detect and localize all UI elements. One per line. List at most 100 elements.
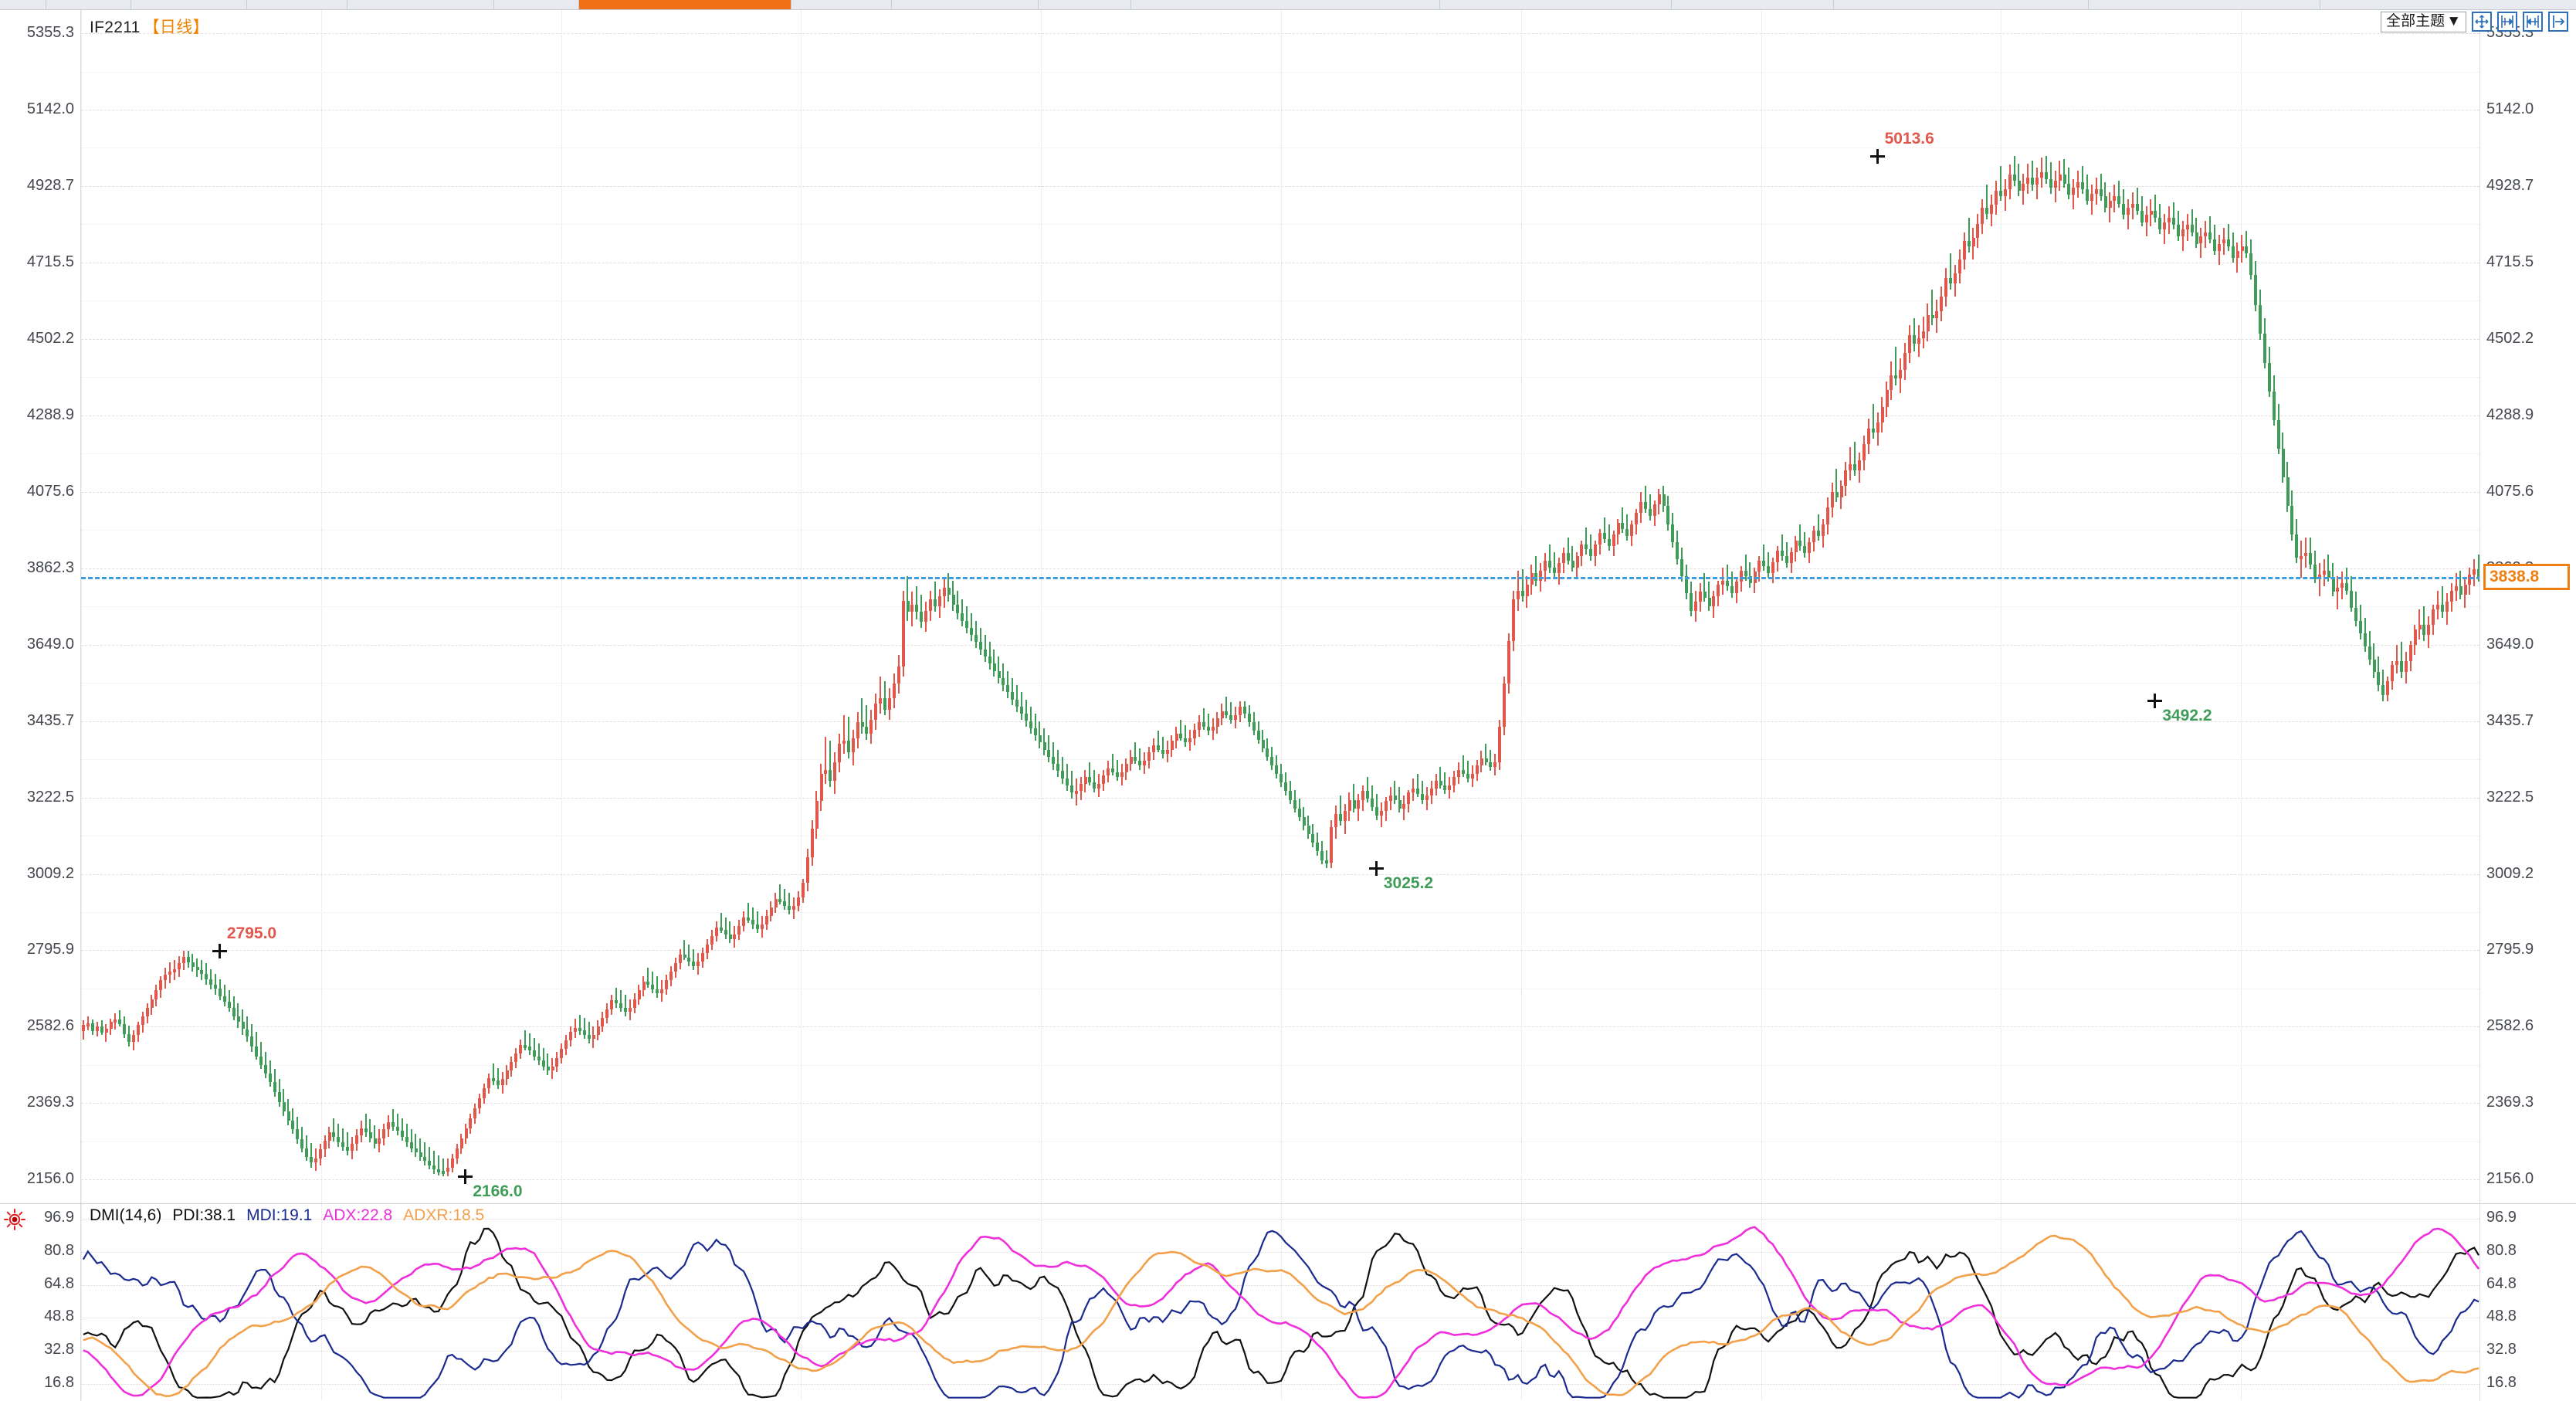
candle-wick [842, 715, 845, 755]
candle-body [1849, 464, 1852, 470]
candle-wick [1416, 774, 1418, 797]
candle-body [1083, 776, 1087, 785]
candle-body [1507, 640, 1511, 684]
candle-wick [1744, 555, 1747, 581]
candle-wick [401, 1118, 403, 1141]
candle-body [286, 1111, 290, 1121]
candle-body [100, 1026, 103, 1033]
toolbar-segment-11[interactable] [1440, 0, 1672, 9]
candle-body [2222, 239, 2225, 244]
candle-wick [2209, 216, 2212, 244]
toolbar-segment-14[interactable] [2089, 0, 2320, 9]
candle-wick [1157, 731, 1159, 753]
candle-body [733, 935, 737, 939]
candle-body [337, 1136, 341, 1143]
candle-body [2408, 645, 2412, 661]
candle-wick [683, 940, 686, 961]
candle-wick [624, 994, 626, 1016]
candle-wick [907, 576, 909, 621]
crosshair-move-icon[interactable] [2472, 12, 2492, 32]
toolbar-segment-5[interactable] [494, 0, 579, 9]
candle-body [246, 1029, 249, 1036]
candle-wick [429, 1146, 431, 1170]
price-annotation-low: 3492.2 [2162, 707, 2212, 725]
candle-body [2099, 188, 2103, 197]
price-axis-label-right: 3222.5 [2486, 788, 2534, 806]
toolbar-segment-7[interactable] [791, 0, 892, 9]
candle-wick [342, 1128, 344, 1152]
candle-wick [237, 1003, 239, 1028]
toolbar-segment-0[interactable] [0, 0, 46, 9]
candle-wick [269, 1060, 271, 1087]
candle-body [1511, 599, 1515, 641]
candle-body [615, 1000, 619, 1004]
toolbar-segment-4[interactable] [347, 0, 494, 9]
candle-body [961, 613, 964, 621]
candle-wick [993, 649, 995, 677]
top-toolbar-strip[interactable] [0, 0, 2576, 10]
candle-wick [2018, 163, 2020, 197]
measure-right-icon[interactable] [2523, 12, 2543, 32]
candle-body [1038, 735, 1042, 743]
candle-wick [588, 1022, 590, 1044]
candle-body [1065, 778, 1069, 785]
candle-wick [1353, 784, 1355, 813]
price-axis-label-right: 3649.0 [2486, 635, 2534, 653]
toolbar-segment-3[interactable] [247, 0, 347, 9]
candle-body [1712, 596, 1716, 607]
candle-body [2350, 590, 2354, 608]
candle-body [2090, 193, 2093, 201]
dmi-axis-label-left: 32.8 [44, 1340, 74, 1358]
candle-body [1280, 774, 1283, 783]
candle-wick [119, 1010, 121, 1026]
theme-dropdown[interactable]: 全部主题 ▼ [2381, 12, 2466, 32]
candle-body [1202, 722, 1205, 727]
candle-body [541, 1060, 545, 1067]
candle-body [774, 898, 778, 907]
candle-body [2322, 570, 2326, 575]
candle-wick [2049, 161, 2052, 194]
candle-body [1544, 560, 1547, 571]
candle-body [760, 924, 764, 929]
candle-wick [756, 911, 758, 934]
candle-body [755, 924, 759, 929]
candle-body [159, 980, 163, 991]
candle-body [1198, 722, 1202, 730]
candle-body [2276, 419, 2280, 449]
candle-body [1652, 504, 1656, 517]
candle-body [1890, 375, 1893, 390]
candle-wick [1398, 786, 1401, 813]
export-right-icon[interactable] [2548, 12, 2568, 32]
sun-settings-icon[interactable] [3, 1208, 26, 1231]
candle-body [2058, 175, 2062, 181]
candle-wick [1986, 185, 1988, 219]
toolbar-segment-12[interactable] [1672, 0, 1834, 9]
toolbar-segment-8[interactable] [892, 0, 1039, 9]
toolbar-segment-10[interactable] [1131, 0, 1440, 9]
candle-body [2354, 607, 2357, 621]
candle-body [1635, 513, 1639, 525]
toolbar-segment-6[interactable] [579, 0, 791, 9]
candle-body [1052, 756, 1056, 765]
current-price-tag[interactable]: 3838.8 [2483, 563, 2570, 590]
toolbar-segment-2[interactable] [131, 0, 247, 9]
page-title: IF2211 【日线】 [90, 15, 209, 38]
toolbar-segment-1[interactable] [46, 0, 131, 9]
candle-body [2040, 171, 2044, 178]
price-plot-area[interactable] [80, 10, 2480, 1203]
measure-left-icon[interactable] [2497, 12, 2517, 32]
candle-wick [528, 1033, 530, 1055]
candle-body [368, 1132, 372, 1138]
toolbar-segment-13[interactable] [1834, 0, 2089, 9]
candle-body [1489, 762, 1493, 767]
candle-body [314, 1158, 317, 1163]
candle-body [1866, 428, 1870, 445]
toolbar-segment-9[interactable] [1039, 0, 1131, 9]
candle-wick [1111, 754, 1113, 776]
dmi-plot-area[interactable] [80, 1204, 2480, 1401]
candle-body [605, 1009, 609, 1018]
candle-body [1771, 561, 1775, 574]
candle-body [2231, 246, 2235, 259]
candle-wick [1066, 764, 1068, 792]
annotation-cross-marker [2147, 694, 2163, 709]
